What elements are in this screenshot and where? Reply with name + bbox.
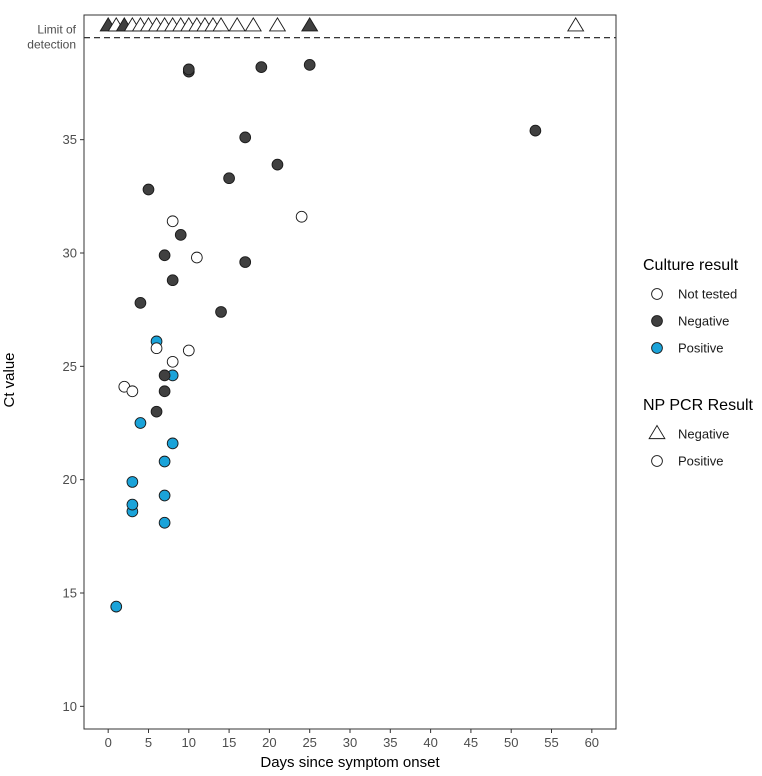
x-tick-label: 40: [423, 735, 437, 750]
limit-of-detection-label-line2: detection: [27, 38, 76, 52]
data-point-circle: [529, 124, 542, 137]
data-point-circle: [215, 306, 227, 318]
axis-ticks: 0 5 10 15 20 25 30 35 40 45 50 55 60 10 15 20 25 30 35: [63, 132, 600, 750]
y-axis-title: Ct value: [1, 352, 18, 407]
data-point-triangle: [268, 16, 287, 32]
data-point-circle: [182, 63, 195, 76]
data-point-circle: [158, 385, 171, 398]
data-point-circle: [255, 61, 268, 73]
data-point-circle: [134, 297, 147, 309]
x-tick-label: 25: [302, 735, 316, 750]
x-tick-label: 15: [222, 735, 236, 750]
x-tick-label: 45: [464, 735, 478, 750]
x-tick-label: 10: [182, 735, 196, 750]
data-point-circle: [126, 476, 139, 488]
y-tick-label: 25: [63, 359, 77, 374]
data-point-triangle: [567, 16, 585, 32]
x-tick-label: 30: [343, 735, 357, 750]
data-point-circle: [166, 437, 179, 450]
data-point-circle: [126, 385, 139, 398]
x-tick-label: 35: [383, 735, 397, 750]
legend-culture-key: [651, 342, 663, 354]
legend-pcr-label: Negative: [678, 427, 729, 442]
legend-pcr-title: NP PCR Result: [643, 397, 754, 414]
limit-of-detection-label-line1: Limit of: [37, 23, 76, 37]
legend-culture-title: Culture result: [643, 257, 739, 274]
y-tick-label: 20: [63, 472, 77, 487]
data-point-circle: [110, 600, 123, 613]
data-point-circle: [158, 249, 171, 262]
data-point-circle: [158, 516, 171, 529]
data-point-circle: [239, 131, 252, 144]
data-point-triangle: [244, 16, 262, 32]
data-point-circle: [166, 355, 179, 368]
legend-pcr-key: [651, 455, 663, 467]
data-points: [99, 16, 585, 613]
data-point-circle: [150, 405, 163, 418]
x-tick-label: 20: [262, 735, 276, 750]
data-point-circle: [190, 251, 203, 264]
legend-pcr-items: Negative Positive: [648, 424, 729, 469]
data-point-triangle: [301, 16, 319, 32]
plot-panel-border: [83, 14, 617, 730]
legend-pcr-label: Positive: [678, 454, 724, 469]
legend-culture-label: Positive: [678, 341, 724, 356]
y-tick-label: 30: [63, 246, 77, 261]
data-point-circle: [182, 344, 195, 357]
data-point-triangle: [212, 16, 230, 32]
data-point-circle: [158, 455, 171, 468]
data-point-circle: [142, 183, 155, 196]
data-point-circle: [271, 158, 284, 171]
data-point-circle: [303, 59, 316, 71]
x-tick-label: 55: [544, 735, 558, 750]
legend-culture-items: Not tested Negative Positive: [651, 287, 737, 356]
data-point-circle: [158, 489, 171, 502]
data-point-circle: [166, 274, 179, 287]
legend: Culture result Not tested Negative Positiv…: [643, 257, 754, 469]
x-tick-label: 60: [585, 735, 599, 750]
legend-culture-label: Not tested: [678, 287, 737, 302]
data-point-circle: [134, 417, 147, 429]
data-point-circle: [174, 229, 187, 241]
legend-culture-key: [651, 315, 663, 327]
limit-of-detection: Limit of detection: [27, 23, 616, 52]
y-tick-label: 35: [63, 132, 77, 147]
data-point-circle: [239, 256, 252, 268]
data-point-triangle: [228, 16, 246, 32]
data-point-circle: [166, 215, 179, 228]
legend-culture-label: Negative: [678, 314, 729, 329]
y-tick-label: 15: [63, 586, 77, 601]
x-axis-title: Days since symptom onset: [260, 754, 440, 771]
y-tick-label: 10: [63, 699, 77, 714]
data-point-circle: [126, 498, 139, 511]
data-point-circle: [295, 210, 308, 223]
legend-culture-key: [651, 288, 663, 300]
data-point-circle: [223, 172, 235, 185]
data-point-circle: [158, 369, 171, 382]
x-tick-label: 5: [145, 735, 152, 750]
x-tick-label: 0: [105, 735, 112, 750]
x-tick-label: 50: [504, 735, 518, 750]
legend-pcr-key: [648, 424, 666, 440]
data-point-circle: [150, 342, 163, 355]
